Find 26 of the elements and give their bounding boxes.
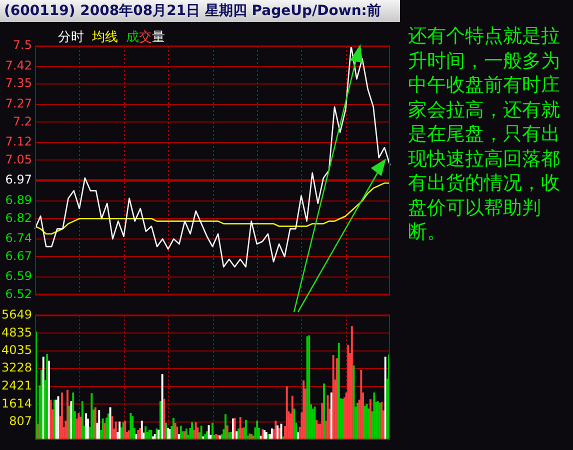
text: 均线 xyxy=(92,30,118,45)
y-tick-label: 4035 xyxy=(1,342,32,357)
y-tick-label: 7.35 xyxy=(5,76,32,90)
y-tick-label: 3228 xyxy=(1,360,32,375)
y-tick-label: 7.5 xyxy=(12,38,32,52)
y-tick-label: 7.05 xyxy=(5,152,32,166)
y-tick-label: 2421 xyxy=(1,378,32,393)
y-tick-label: 4835 xyxy=(1,325,32,340)
y-tick-label: 7.12 xyxy=(5,134,32,149)
y-tick-label: 6.97 xyxy=(5,172,32,187)
y-tick-label: 1614 xyxy=(1,396,32,410)
y-tick-label: 6.74 xyxy=(5,231,32,246)
y-tick-label: 7.27 xyxy=(5,96,32,111)
y-tick-label: 807 xyxy=(9,414,32,428)
y-tick-label: 6.67 xyxy=(5,248,32,263)
text: 还有个特点就是拉升时间，一般多为中午收盘前有时庄家会拉高，还有就是在尾盘，只有出现快速拉高回落都有出货的情况，收盘价可以帮助判断。 xyxy=(408,25,560,243)
y-tick-label: 7.42 xyxy=(5,58,32,72)
y-tick-label: 6.82 xyxy=(5,210,32,225)
y-tick-label: 5649 xyxy=(1,307,32,322)
y-tick-label: 6.52 xyxy=(5,286,32,301)
y-tick-label: 6.89 xyxy=(5,192,32,207)
text: 分时 xyxy=(58,30,84,45)
text: 成交量 xyxy=(126,30,165,45)
y-tick-label: 7.2 xyxy=(12,114,32,128)
y-tick-label: 6.59 xyxy=(5,269,32,284)
chart-title: (600119) 2008年08月21日 星期四 PageUp/Down:前 xyxy=(0,0,400,22)
